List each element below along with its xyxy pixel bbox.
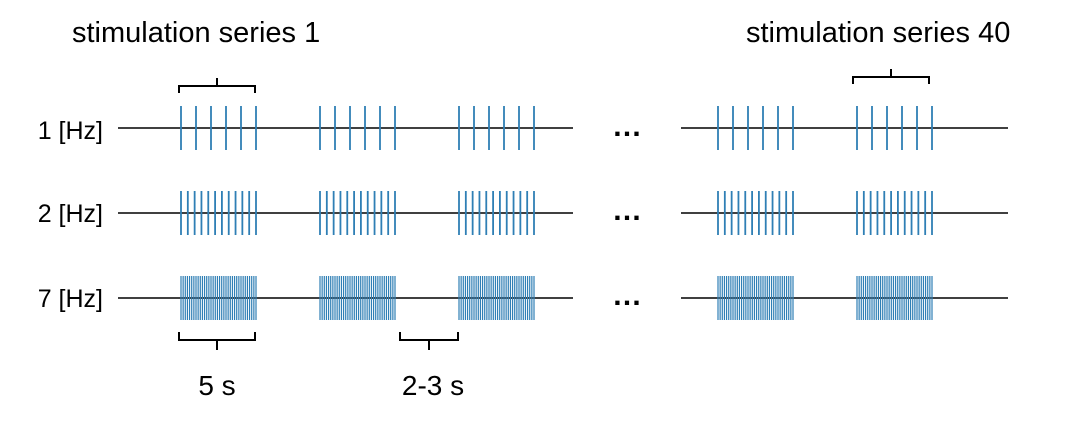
pulse-block-row-2hz-2 [319, 191, 396, 235]
pulse-block-row-1hz-5 [856, 106, 933, 150]
pulse-block-row-2hz-1 [180, 191, 257, 235]
ellipsis-row-2hz: … [612, 194, 642, 227]
stimulation-duration-label: 5 s [198, 370, 235, 401]
row-label-7hz: 7 [Hz] [38, 285, 103, 313]
brace-stimulation-duration [178, 332, 256, 350]
ellipsis-row-1hz: … [612, 110, 642, 143]
row-label-2hz: 2 [Hz] [38, 200, 103, 228]
pulse-block-row-1hz-3 [458, 106, 535, 150]
baselines [118, 127, 1008, 299]
brace-pause-duration [399, 332, 459, 350]
pulse-block-row-7hz-4 [717, 276, 794, 320]
brace-series-40 [852, 69, 930, 84]
pause-duration-label: 2-3 s [402, 370, 464, 401]
pulse-block-row-7hz-1 [180, 276, 257, 320]
ellipsis-row-7hz: … [612, 279, 642, 312]
pulse-block-row-7hz-5 [856, 276, 933, 320]
pulse-block-row-7hz-2 [319, 276, 396, 320]
brace-series-1 [178, 78, 256, 93]
pulse-block-row-1hz-2 [319, 106, 396, 150]
pulse-block-row-1hz-1 [180, 106, 257, 150]
title-series-40: stimulation series 40 [746, 17, 1010, 49]
title-series-1: stimulation series 1 [72, 17, 320, 49]
pulse-trains [180, 106, 933, 320]
pulse-block-row-2hz-5 [856, 191, 933, 235]
pulse-block-row-2hz-3 [458, 191, 535, 235]
pulse-block-row-7hz-3 [458, 276, 535, 320]
pulse-block-row-2hz-4 [717, 191, 794, 235]
pulse-block-row-1hz-4 [717, 106, 794, 150]
row-label-1hz: 1 [Hz] [38, 117, 103, 145]
